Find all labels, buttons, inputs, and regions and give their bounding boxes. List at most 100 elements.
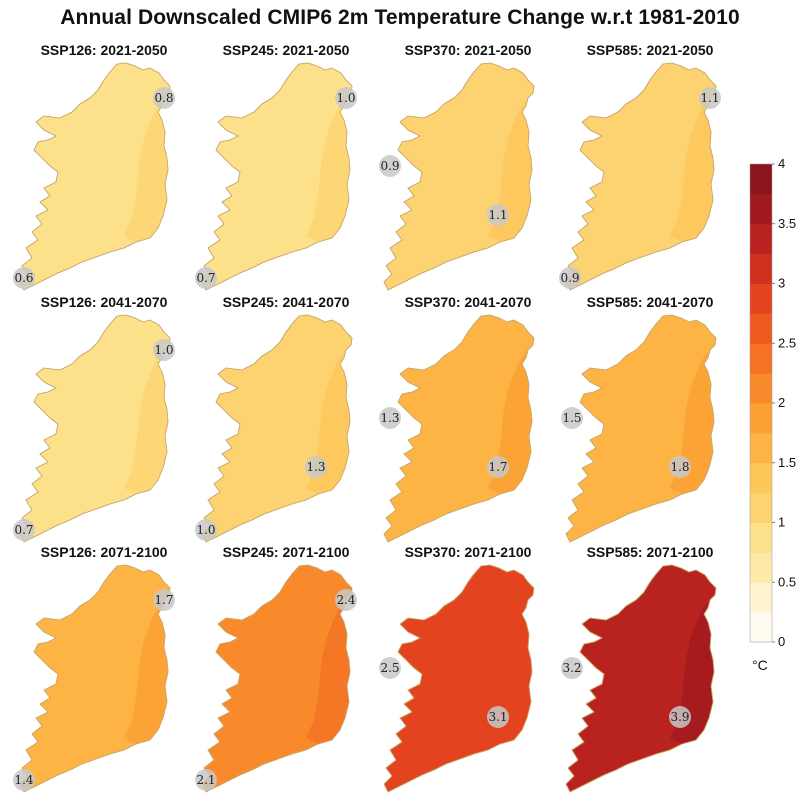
value-marker-north: 0.8 (153, 87, 175, 109)
colorbar-tick-label: 3 (778, 276, 785, 291)
colorbar-segment (750, 492, 772, 523)
map-panel: SSP585: 2071-2100 3.2 3.9 (560, 544, 740, 800)
colorbar-segment (750, 253, 772, 284)
coastline (383, 564, 535, 793)
value-label: 3.1 (488, 710, 507, 724)
value-marker-east: 1.7 (487, 456, 509, 478)
value-label: 1.3 (380, 411, 399, 425)
colorbar: 4 3.5 3 2.5 2 1.5 1 0.5 0 (749, 156, 796, 649)
value-label: 0.7 (196, 271, 215, 285)
value-label: 1.7 (488, 460, 507, 474)
map-panel: SSP370: 2021-2050 0.9 1.1 (378, 42, 558, 298)
value-label: 1.8 (670, 460, 689, 474)
value-marker-north: 1.0 (153, 339, 175, 361)
marker-circle (487, 456, 509, 478)
panel-title: SSP245: 2021-2050 (222, 42, 350, 58)
marker-circle (13, 267, 35, 289)
value-label: 1.0 (336, 91, 355, 105)
ireland-map: 1.0 0.7 (195, 62, 357, 291)
colorbar-tick-label: 1 (778, 515, 785, 530)
value-marker-south: 0.7 (195, 267, 217, 289)
panel-title: SSP370: 2071-2100 (404, 544, 532, 560)
marker-circle (379, 407, 401, 429)
ireland-map: 1.1 0.9 (559, 62, 721, 291)
colorbar-segment (750, 193, 772, 225)
panel-title: SSP245: 2041-2070 (222, 294, 350, 310)
marker-circle (669, 456, 691, 478)
panel-title: SSP585: 2021-2050 (586, 42, 714, 58)
map-panel: SSP370: 2071-2100 2.5 3.1 (378, 544, 558, 800)
marker-circle (561, 657, 583, 679)
value-marker-south: 0.6 (13, 267, 35, 289)
value-label: 1.5 (562, 411, 581, 425)
value-label: 3.9 (670, 710, 689, 724)
ireland-map: 2.5 3.1 (379, 564, 535, 793)
colorbar-tick-label: 2 (778, 395, 785, 410)
panel-title: SSP585: 2041-2070 (586, 294, 714, 310)
colorbar-tick-label: 0.5 (778, 574, 796, 589)
marker-circle (195, 519, 217, 541)
value-marker-south: 1.0 (195, 519, 217, 541)
eastern-warming-zone (670, 98, 714, 242)
panel-title: SSP245: 2071-2100 (222, 544, 350, 560)
colorbar-segment (750, 164, 772, 195)
ireland-map: 1.5 1.8 (561, 314, 717, 543)
value-marker-east: 1.8 (669, 456, 691, 478)
map-panel: SSP245: 2041-2070 1.3 1.0 (195, 294, 376, 550)
ireland-map: 2.4 2.1 (195, 564, 357, 793)
marker-circle (561, 407, 583, 429)
map-panel: SSP370: 2041-2070 1.3 1.7 (378, 294, 558, 550)
colorbar-segment (750, 612, 772, 643)
colorbar-segment (750, 552, 772, 583)
value-label: 1.0 (196, 523, 215, 537)
marker-circle (379, 657, 401, 679)
marker-circle (153, 589, 175, 611)
value-marker-west: 1.5 (561, 407, 583, 429)
colorbar-legend: 4 3.5 3 2.5 2 1.5 1 0.5 0 (748, 156, 800, 682)
marker-circle (699, 87, 721, 109)
marker-circle (335, 589, 357, 611)
ireland-map: 0.9 1.1 (379, 62, 535, 291)
colorbar-segment (750, 462, 772, 494)
marker-circle (487, 204, 509, 226)
marker-circle (305, 456, 327, 478)
colorbar-segment (750, 223, 772, 255)
colorbar-segment (750, 582, 772, 613)
value-marker-west: 1.3 (379, 407, 401, 429)
ireland-map: 1.7 1.4 (13, 564, 175, 793)
value-marker-south: 1.4 (13, 769, 35, 791)
value-label: 2.5 (380, 661, 399, 675)
coastline (383, 314, 535, 543)
value-marker-south: 0.7 (13, 519, 35, 541)
eastern-warming-zone (124, 98, 168, 242)
value-marker-north: 1.0 (335, 87, 357, 109)
value-marker-west: 3.2 (561, 657, 583, 679)
map-panel: SSP245: 2021-2050 1.0 0.7 (195, 42, 376, 298)
coastline (565, 564, 717, 793)
marker-circle (153, 87, 175, 109)
value-marker-west: 2.5 (379, 657, 401, 679)
value-marker-east: 1.1 (487, 204, 509, 226)
value-label: 3.2 (562, 661, 581, 675)
map-panel: SSP126: 2071-2100 1.7 1.4 (13, 544, 194, 800)
eastern-warming-zone (124, 600, 168, 744)
value-marker-east: 3.9 (669, 706, 691, 728)
colorbar-segment (750, 373, 772, 404)
eastern-warming-zone (124, 350, 168, 494)
eastern-warming-zone (306, 98, 350, 242)
value-label: 2.4 (336, 593, 355, 607)
eastern-warming-zone (306, 600, 350, 744)
colorbar-segment (750, 522, 772, 553)
value-label: 1.1 (700, 91, 719, 105)
value-label: 1.0 (154, 343, 173, 357)
panel-title: SSP126: 2041-2070 (40, 294, 168, 310)
value-label: 0.7 (14, 523, 33, 537)
map-panel: SSP245: 2071-2100 2.4 2.1 (195, 544, 376, 800)
colorbar-tick-label: 3.5 (778, 216, 796, 231)
colorbar-segment (750, 403, 772, 434)
value-marker-north: 1.1 (699, 87, 721, 109)
colorbar-segment (750, 432, 772, 464)
map-panel: SSP126: 2041-2070 1.0 0.7 (13, 294, 194, 550)
coastline (383, 62, 535, 291)
